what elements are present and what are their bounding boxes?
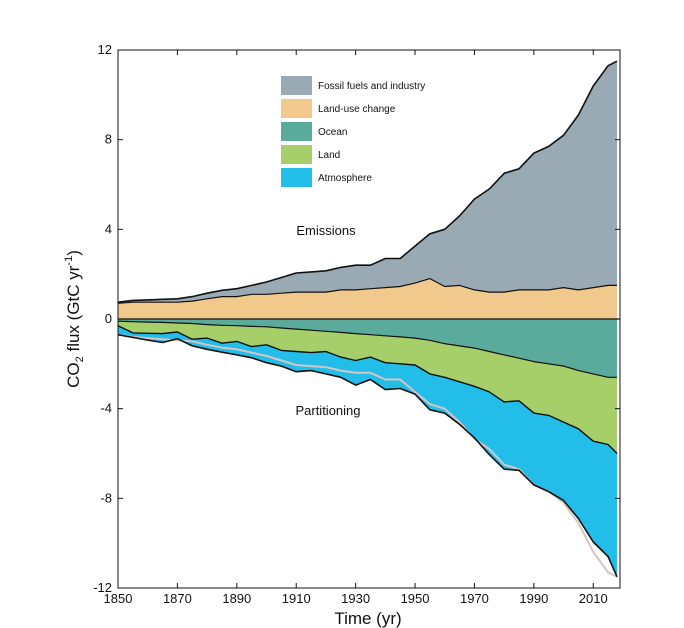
legend-label-land-use-change: Land-use change [318,104,396,115]
x-tick-label: 1990 [519,591,548,606]
land-use-top-line [118,278,617,304]
x-tick-label: 2010 [579,591,608,606]
legend-swatch-land [281,145,312,164]
y-tick-label: -8 [100,490,112,505]
y-tick-label: 8 [105,132,112,147]
x-tick-label: 1890 [222,591,251,606]
y-axis-title: CO2 flux (GtC yr-1) [63,250,86,388]
x-tick-label: 1910 [282,591,311,606]
atmosphere-bottom-line [118,333,618,578]
y-tick-label: 0 [105,311,112,326]
legend: Fossil fuels and industry Land-use change… [281,76,425,187]
y-axis: 12 8 4 0 -4 -8 -12 [93,42,620,595]
legend-swatch-ocean [281,122,312,141]
boundary-lines [118,60,620,578]
x-tick-label: 1930 [341,591,370,606]
ocean-bottom-line [118,320,617,378]
legend-label-land: Land [318,150,340,161]
x-tick-label: 1850 [104,591,133,606]
area-land [118,321,617,454]
legend-swatch-fossil-fuels-and-industry [281,76,312,95]
legend-label-fossil-fuels-and-industry: Fossil fuels and industry [318,81,425,92]
area-layers [118,61,617,577]
y-tick-label: -4 [100,401,112,416]
legend-label-atmosphere: Atmosphere [318,173,372,184]
land-bottom-line [118,325,618,454]
x-tick-label: 1870 [163,591,192,606]
area-fossil-fuels-and-industry [118,61,617,304]
x-tick-label: 1950 [401,591,430,606]
x-axis: 1850 1870 1890 1910 1930 1950 1970 1990 2010 [104,50,608,606]
area-ocean [118,319,617,378]
y-tick-label: 12 [98,42,112,57]
x-axis-title: Time (yr) [334,609,401,628]
x-tick-label: 1970 [460,591,489,606]
y-tick-label: 4 [105,221,112,236]
area-atmosphere [118,325,617,577]
area-land-use-change [118,278,617,319]
annotation-partitioning: Partitioning [295,403,360,418]
legend-label-ocean: Ocean [318,127,347,138]
y-tick-label: -12 [93,580,112,595]
legend-swatch-land-use-change [281,99,312,118]
emissions-total-line [118,60,618,303]
annotation-emissions: Emissions [296,223,356,238]
legend-swatch-atmosphere [281,168,312,187]
